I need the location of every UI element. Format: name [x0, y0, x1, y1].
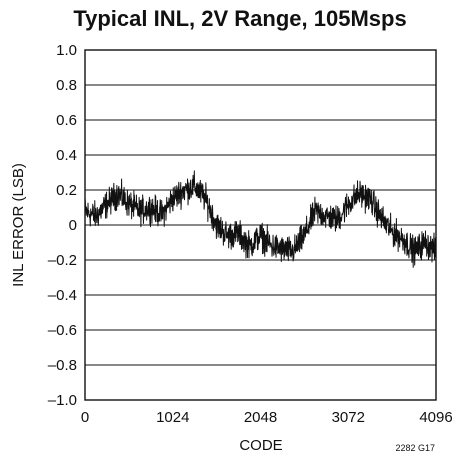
y-tick-label: –0.2: [48, 252, 77, 269]
x-tick-label: 2048: [244, 409, 277, 426]
x-tick-label: 4096: [419, 409, 452, 426]
y-tick-label: 1.0: [56, 42, 77, 59]
y-tick-label: 0.2: [56, 182, 77, 199]
y-axis-label: INL ERROR (LSB): [10, 163, 27, 287]
y-tick-label: 0: [69, 217, 77, 234]
figure-id: 2282 G17: [395, 443, 435, 453]
x-tick-label: 0: [81, 409, 89, 426]
y-tick-label: –1.0: [48, 392, 77, 409]
y-tick-labels: 1.0 0.8 0.6 0.4 0.2 0 –0.2 –0.4 –0.6 –0.8 –1.0: [48, 42, 77, 409]
y-tick-label: 0.8: [56, 77, 77, 94]
x-axis-label: CODE: [239, 437, 282, 454]
x-tick-label: 3072: [332, 409, 365, 426]
chart-title: Typical INL, 2V Range, 105Msps: [73, 6, 406, 31]
inl-series-line: [84, 170, 437, 268]
y-tick-label: 0.6: [56, 112, 77, 129]
y-tick-label: –0.6: [48, 322, 77, 339]
x-tick-labels: 0 1024 2048 3072 4096: [81, 409, 453, 426]
plot-frame: [84, 49, 437, 401]
x-tick-label: 1024: [156, 409, 189, 426]
y-tick-label: 0.4: [56, 147, 77, 164]
y-tick-label: –0.8: [48, 357, 77, 374]
y-tick-label: –0.4: [48, 287, 77, 304]
